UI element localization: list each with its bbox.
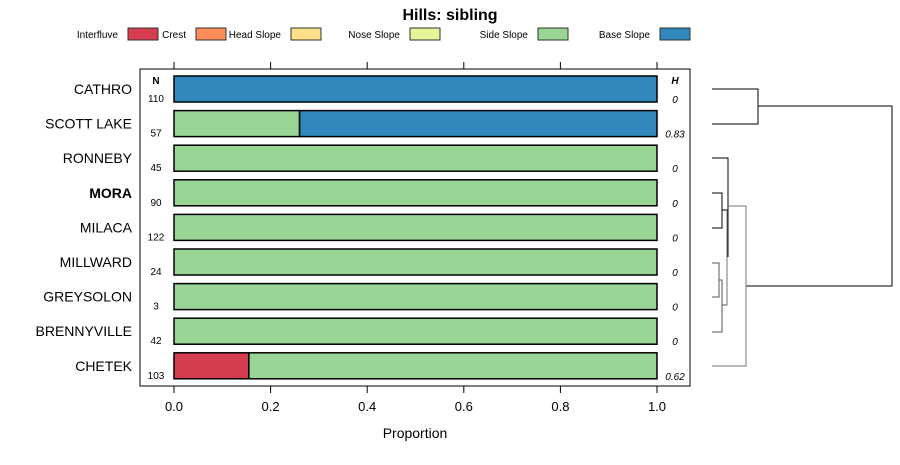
h-value: 0 [672, 199, 678, 210]
n-value: 110 [148, 94, 164, 105]
legend-swatch [537, 27, 569, 41]
legend-label: Nose Slope [348, 30, 400, 41]
n-value: 122 [148, 232, 165, 243]
legend-label: Interfluve [77, 30, 119, 41]
category-label: MILLWARD [60, 254, 132, 270]
n-value: 3 [153, 302, 159, 313]
n-value: 90 [150, 198, 162, 209]
x-tick-label: 0.8 [551, 399, 569, 414]
bar-segment-side-slope [248, 352, 658, 380]
bar-segment-side-slope [173, 179, 658, 207]
n-value: 103 [148, 371, 165, 382]
h-header: H [671, 76, 679, 87]
x-tick-label: 1.0 [648, 399, 666, 414]
bar-segment-side-slope [173, 144, 658, 172]
bar-segment-side-slope [173, 317, 658, 345]
category-label: CHETEK [75, 358, 132, 374]
n-value: 24 [150, 267, 162, 278]
chart-title: Hills: sibling [402, 7, 497, 24]
bar-segment-base-slope [173, 75, 658, 103]
n-value: 45 [150, 163, 162, 174]
legend-swatch [659, 27, 691, 41]
bar-segment-interfluve [173, 352, 250, 380]
h-value: 0 [672, 268, 678, 279]
category-label: BRENNYVILLE [36, 323, 132, 339]
legend-swatch [127, 27, 159, 41]
x-tick-label: 0.0 [165, 399, 183, 414]
dendrogram [712, 88, 893, 367]
x-tick-label: 0.6 [455, 399, 473, 414]
legend-label: Crest [162, 30, 186, 41]
h-value: 0 [672, 337, 678, 348]
bar-segment-base-slope [298, 109, 658, 138]
legend-label: Head Slope [229, 30, 282, 41]
legend-label: Base Slope [599, 30, 651, 41]
category-label: RONNEBY [63, 150, 133, 166]
category-label: MORA [89, 185, 132, 201]
h-value: 0 [672, 164, 678, 175]
bar-segment-side-slope [173, 213, 658, 242]
panel-frame [139, 68, 691, 387]
bar-segment-side-slope [173, 282, 658, 311]
legend-swatch [409, 27, 441, 41]
h-value: 0.83 [665, 130, 685, 141]
bar-segment-side-slope [173, 109, 301, 138]
h-value: 0 [672, 303, 678, 314]
category-label: MILACA [80, 219, 133, 235]
n-header: N [152, 76, 159, 87]
category-label: SCOTT LAKE [45, 116, 132, 132]
bar-segment-side-slope [173, 248, 658, 276]
h-value: 0 [672, 95, 678, 106]
legend-swatch [290, 27, 322, 41]
legend: Interfluve Crest Head Slope Nose Slope Side … [77, 27, 691, 41]
legend-label: Side Slope [480, 30, 529, 41]
n-value: 42 [150, 336, 162, 347]
category-label: GREYSOLON [43, 289, 132, 305]
h-value: 0.62 [665, 372, 685, 383]
x-tick-label: 0.2 [262, 399, 280, 414]
x-tick-label: 0.4 [358, 399, 376, 414]
legend-swatch [195, 27, 227, 41]
n-value: 57 [150, 129, 162, 140]
x-axis-label: Proportion [383, 425, 448, 441]
h-value: 0 [672, 233, 678, 244]
category-label: CATHRO [74, 81, 132, 97]
